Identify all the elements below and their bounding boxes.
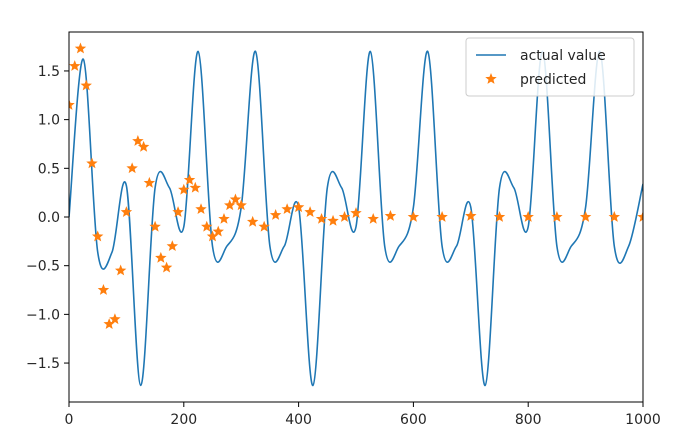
predicted-point [327,214,339,226]
predicted-point [212,225,224,237]
legend-label-predicted: predicted [520,72,586,88]
predicted-point [637,211,643,222]
predicted-point [235,199,247,211]
x-tick-label: 200 [170,412,197,428]
predicted-point [132,135,144,146]
legend: actual value predicted [465,37,635,97]
predicted-point [120,206,133,217]
predicted-point [109,313,121,325]
predicted-point [384,210,397,221]
predicted-point [172,206,184,217]
predicted-point [350,207,362,218]
predicted-series [69,42,643,329]
predicted-point [155,251,167,263]
predicted-point [74,42,87,54]
predicted-point [103,318,115,329]
predicted-point [166,240,179,252]
y-tick-label: −0.5 [26,259,60,275]
predicted-point [367,212,379,224]
predicted-point [315,212,328,224]
y-tick-label: −1.5 [26,356,60,372]
predicted-point [436,211,448,222]
predicted-point [69,99,75,110]
predicted-point [160,261,173,273]
legend-label-actual: actual value [520,48,606,64]
predicted-point [292,201,305,213]
predicted-point [407,211,420,222]
y-axis: 1.5 1.0 0.5 0.0 −0.5 −1.0 −1.5 [26,64,69,372]
predicted-point [579,211,592,222]
predicted-point [206,230,219,242]
x-tick-label: 0 [65,412,74,428]
y-tick-label: 1.5 [38,64,60,80]
predicted-point [304,206,316,217]
predicted-point [149,220,161,232]
y-tick-label: 1.0 [38,113,60,129]
predicted-point [178,183,190,195]
predicted-point [91,230,104,242]
x-tick-label: 400 [285,412,312,428]
predicted-point [183,174,196,185]
y-tick-label: 0.0 [38,210,60,226]
predicted-point [195,203,207,215]
predicted-point [97,284,110,295]
legend-box [465,37,635,97]
predicted-point [224,199,236,211]
legend-star-swatch [485,73,497,84]
predicted-point [69,60,81,71]
predicted-point [258,220,270,232]
predicted-point [189,181,201,193]
predicted-point [137,140,150,152]
predicted-point [86,157,98,169]
predicted-point [201,220,213,232]
predicted-point [126,162,138,174]
predicted-point [465,210,477,221]
y-tick-label: 0.5 [38,161,60,177]
predicted-point [551,211,563,222]
y-tick-label: −1.0 [26,307,60,323]
x-tick-label: 1000 [625,412,661,428]
predicted-point [80,79,92,91]
predicted-point [218,212,230,224]
predicted-point [143,176,156,188]
predicted-point [269,209,282,220]
predicted-point [493,211,506,222]
predicted-point [114,264,127,276]
predicted-point [281,203,293,215]
predicted-point [522,211,534,222]
predicted-point [246,215,259,227]
predicted-point [608,211,621,222]
predicted-point [338,211,351,222]
x-tick-label: 800 [515,412,542,428]
predicted-point [229,193,242,205]
x-tick-label: 600 [400,412,427,428]
x-axis: 0 200 400 600 800 1000 [65,402,661,428]
